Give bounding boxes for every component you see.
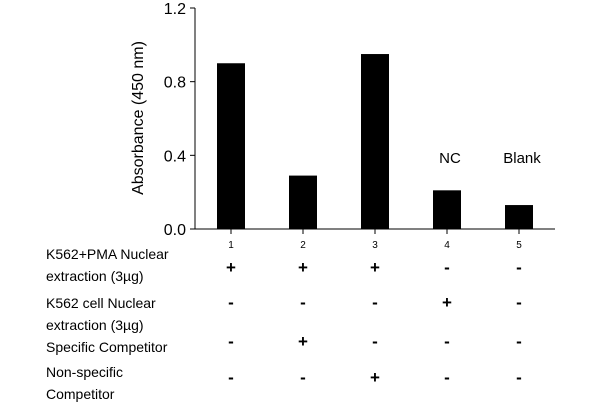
minus-sign: -	[444, 332, 450, 351]
minus-sign: -	[516, 293, 522, 312]
minus-sign: -	[372, 293, 378, 312]
plus-sign: +	[442, 293, 452, 312]
condition-label: Non-specific	[46, 364, 124, 380]
condition-label: K562 cell Nuclear	[46, 295, 156, 311]
absorbance-bar-chart: Absorbance (450 nm) 0.0 0.4 0.8 1.2 1 2 3 4 NC 5 B…	[130, 1, 555, 251]
condition-label: extraction (3µg)	[46, 268, 144, 284]
plus-sign: +	[370, 368, 380, 387]
minus-sign: -	[444, 368, 450, 387]
y-tick-label: 0.0	[164, 222, 186, 239]
minus-sign: -	[516, 332, 522, 351]
y-tick-label: 0.8	[164, 75, 186, 92]
minus-sign: -	[228, 332, 234, 351]
minus-sign: -	[516, 368, 522, 387]
x-tick-label: 5	[516, 240, 522, 251]
plus-sign: +	[298, 332, 308, 351]
condition-label: Competitor	[46, 386, 115, 402]
y-axis-label: Absorbance (450 nm)	[130, 41, 147, 195]
x-tick-label: 1	[228, 240, 234, 251]
plus-sign: +	[370, 258, 380, 277]
minus-sign: -	[300, 293, 306, 312]
plus-sign: +	[226, 258, 236, 277]
plus-sign: +	[298, 258, 308, 277]
minus-sign: -	[516, 258, 522, 277]
bar-annotation-blank: Blank	[503, 150, 541, 167]
bar-lane-2	[289, 175, 317, 229]
y-tick-label: 1.2	[164, 1, 186, 18]
x-tick-label: 3	[372, 240, 378, 251]
x-tick-label: 2	[300, 240, 306, 251]
minus-sign: -	[228, 293, 234, 312]
bar-lane-3	[361, 54, 389, 229]
minus-sign: -	[372, 332, 378, 351]
bar-annotation-nc: NC	[439, 150, 461, 167]
x-tick-label: 4	[444, 240, 450, 251]
minus-sign: -	[300, 368, 306, 387]
minus-sign: -	[228, 368, 234, 387]
condition-label: K562+PMA Nuclear	[46, 246, 169, 262]
condition-label: Specific Competitor	[46, 339, 168, 355]
minus-sign: -	[444, 258, 450, 277]
bar-lane-4	[433, 190, 461, 229]
condition-label: extraction (3µg)	[46, 317, 144, 333]
y-tick-label: 0.4	[164, 148, 186, 165]
bar-lane-5	[505, 205, 533, 229]
bar-lane-1	[217, 63, 245, 229]
